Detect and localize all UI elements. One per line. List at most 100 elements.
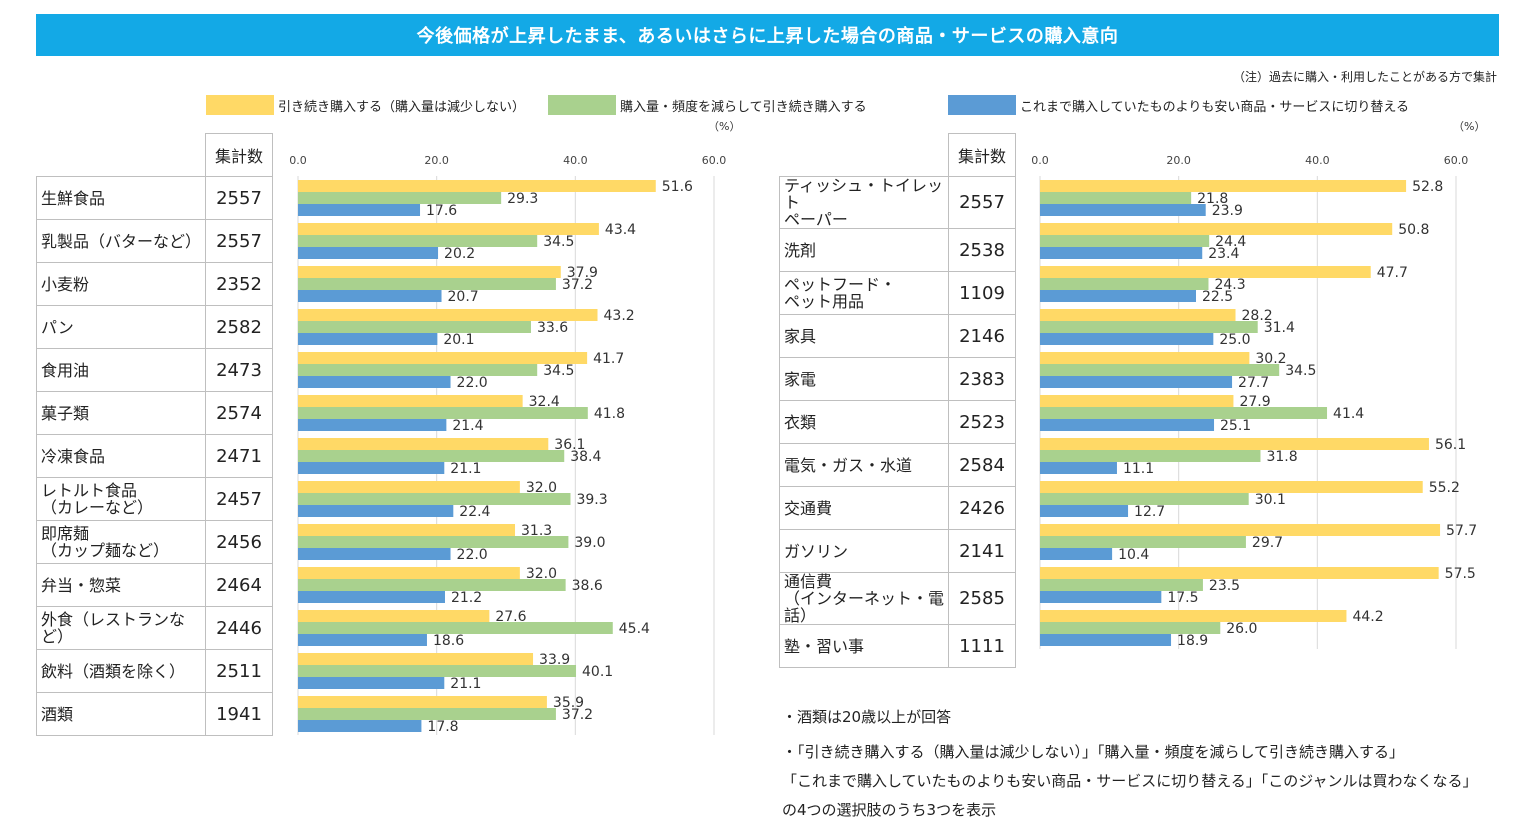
data-label: 26.0 bbox=[1226, 621, 1257, 637]
bar bbox=[1040, 266, 1371, 278]
bar bbox=[1040, 610, 1347, 622]
bar bbox=[1040, 247, 1203, 259]
count-value: 2582 bbox=[205, 305, 273, 349]
data-label: 17.6 bbox=[426, 203, 457, 219]
data-label: 18.9 bbox=[1177, 633, 1208, 649]
data-label: 20.1 bbox=[443, 332, 474, 348]
bar bbox=[1040, 481, 1423, 493]
category-label: 家電 bbox=[779, 357, 949, 401]
data-label: 40.1 bbox=[582, 664, 613, 680]
data-label: 27.6 bbox=[495, 609, 526, 625]
data-label: 28.2 bbox=[1242, 308, 1273, 324]
unit-label-left: （%） bbox=[708, 120, 741, 133]
bar bbox=[298, 309, 598, 321]
data-label: 21.4 bbox=[452, 418, 483, 434]
bar bbox=[1040, 180, 1407, 192]
count-value: 2585 bbox=[948, 572, 1016, 625]
bar bbox=[298, 591, 445, 603]
bar bbox=[1040, 536, 1246, 548]
bar bbox=[298, 450, 565, 462]
legend-swatch-green bbox=[548, 95, 616, 115]
category-label: 電気・ガス・水道 bbox=[779, 443, 949, 487]
category-label: 洗剤 bbox=[779, 228, 949, 272]
data-label: 52.8 bbox=[1412, 179, 1443, 195]
footnote-3: 「これまで購入していたものよりも安い商品・サービスに切り替える」「このジャンルは… bbox=[782, 772, 1478, 790]
data-label: 37.2 bbox=[562, 707, 593, 723]
data-label: 24.4 bbox=[1215, 234, 1246, 250]
data-label: 25.1 bbox=[1220, 418, 1251, 434]
legend-item-reduce: 購入量・頻度を減らして引き続き購入する bbox=[548, 94, 867, 116]
bar bbox=[298, 548, 451, 560]
count-value: 2473 bbox=[205, 348, 273, 392]
count-value: 2464 bbox=[205, 563, 273, 607]
bar bbox=[298, 677, 445, 689]
data-label: 31.3 bbox=[521, 523, 552, 539]
count-value: 2457 bbox=[205, 477, 273, 521]
bar bbox=[298, 376, 451, 388]
tick-label: 60.0 bbox=[702, 154, 727, 167]
table-row: 衣類 2523 bbox=[779, 400, 1016, 444]
tick-label: 60.0 bbox=[1444, 154, 1469, 167]
bar bbox=[1040, 438, 1429, 450]
data-label: 22.4 bbox=[459, 504, 490, 520]
count-value: 2511 bbox=[205, 649, 273, 693]
category-label: 塾・習い事 bbox=[779, 624, 949, 668]
bar bbox=[298, 278, 556, 290]
data-label: 23.5 bbox=[1209, 578, 1240, 594]
bar bbox=[298, 192, 502, 204]
data-label: 22.0 bbox=[457, 547, 488, 563]
data-label: 10.4 bbox=[1118, 547, 1149, 563]
count-value: 2352 bbox=[205, 262, 273, 306]
count-header: 集計数 bbox=[948, 133, 1016, 177]
bar bbox=[298, 462, 445, 474]
table-row: 家具 2146 bbox=[779, 314, 1016, 358]
bar bbox=[1040, 634, 1172, 646]
bar bbox=[1040, 407, 1328, 419]
table-row: 家電 2383 bbox=[779, 357, 1016, 401]
bar bbox=[298, 438, 549, 450]
bar bbox=[298, 653, 534, 665]
data-label: 32.4 bbox=[529, 394, 560, 410]
data-label: 30.1 bbox=[1255, 492, 1286, 508]
table-row: 通信費 （インターネット・電話） 2585 bbox=[779, 572, 1016, 625]
bar bbox=[1040, 309, 1236, 321]
bar bbox=[298, 364, 538, 376]
data-label: 35.9 bbox=[553, 695, 584, 711]
data-label: 29.7 bbox=[1252, 535, 1283, 551]
data-label: 37.9 bbox=[567, 265, 598, 281]
category-label: 菓子類 bbox=[36, 391, 206, 435]
legend-label: これまで購入していたものよりも安い商品・サービスに切り替える bbox=[1020, 99, 1409, 115]
data-label: 41.7 bbox=[593, 351, 624, 367]
table-header-row: 集計数 bbox=[37, 133, 273, 177]
data-label: 21.1 bbox=[450, 461, 481, 477]
count-value: 2557 bbox=[948, 176, 1016, 229]
legend-item-continue: 引き続き購入する（購入量は減少しない） bbox=[206, 94, 525, 116]
bar bbox=[1040, 591, 1162, 603]
data-label: 31.8 bbox=[1266, 449, 1297, 465]
data-label: 12.7 bbox=[1134, 504, 1165, 520]
bar bbox=[298, 505, 454, 517]
category-label: 食用油 bbox=[36, 348, 206, 392]
category-label: 衣類 bbox=[779, 400, 949, 444]
data-label: 39.0 bbox=[574, 535, 605, 551]
bar bbox=[1040, 548, 1113, 560]
data-label: 22.0 bbox=[457, 375, 488, 391]
footnote-2: ・「引き続き購入する（購入量は減少しない）」「購入量・頻度を減らして引き続き購入… bbox=[782, 743, 1405, 761]
data-label: 29.3 bbox=[507, 191, 538, 207]
bar bbox=[298, 290, 442, 302]
bar bbox=[298, 610, 490, 622]
data-label: 17.5 bbox=[1167, 590, 1198, 606]
bar bbox=[298, 579, 566, 591]
bar bbox=[1040, 290, 1196, 302]
bar bbox=[298, 180, 656, 192]
bar bbox=[1040, 567, 1439, 579]
bar-chart-goods-services: 0.0 20.0 40.0 60.052.8 21.823.9 50.8 24.423.4 4… bbox=[1031, 154, 1477, 649]
category-label: 生鮮食品 bbox=[36, 176, 206, 220]
data-label: 43.4 bbox=[605, 222, 636, 238]
table-row: 冷凍食品 2471 bbox=[36, 434, 273, 478]
data-label: 25.0 bbox=[1219, 332, 1250, 348]
count-value: 2141 bbox=[948, 529, 1016, 573]
category-label: パン bbox=[36, 305, 206, 349]
data-label: 57.5 bbox=[1445, 566, 1476, 582]
count-value: 2557 bbox=[205, 219, 273, 263]
